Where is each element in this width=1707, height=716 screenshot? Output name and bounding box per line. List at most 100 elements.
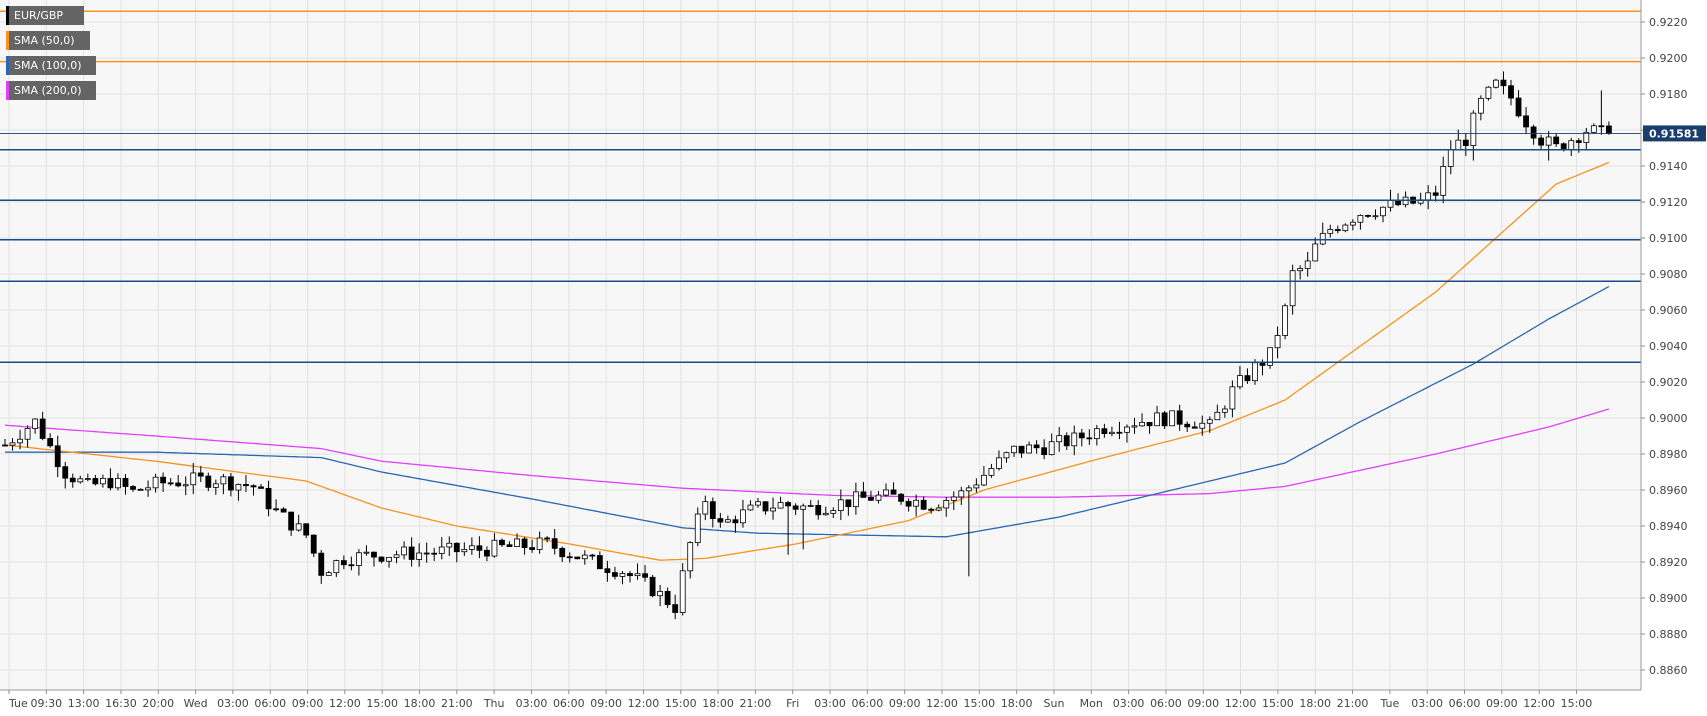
candle-body	[1176, 410, 1183, 425]
sma100-line	[5, 286, 1610, 538]
candle-body	[1334, 229, 1341, 232]
candle-body	[943, 500, 950, 509]
candle-body	[1538, 137, 1545, 146]
candle-body	[371, 551, 377, 558]
x-tick-label: 06:00	[1150, 697, 1182, 710]
candle-body	[845, 499, 852, 508]
candle-body	[1169, 410, 1176, 427]
candle-body	[1093, 428, 1100, 440]
price-label-bg	[1643, 125, 1706, 142]
candle-body	[1387, 199, 1394, 208]
candle-body	[1477, 97, 1484, 114]
candle-body	[1101, 428, 1108, 435]
candle-body	[1365, 214, 1371, 217]
candle-body	[777, 502, 784, 509]
x-tick-label: 06:00	[1449, 697, 1481, 710]
candle-body	[145, 487, 151, 491]
candle-body	[1440, 166, 1447, 196]
legend-sma100[interactable]: SMA (100,0)	[6, 56, 96, 75]
x-tick-label: Mon	[1080, 697, 1103, 710]
candle-body	[747, 504, 754, 511]
x-tick-label: 12:00	[926, 697, 958, 710]
candle-body	[536, 537, 543, 550]
candle-body	[258, 486, 264, 489]
candle-body	[920, 499, 927, 510]
candle-body	[800, 505, 807, 510]
candle-body	[197, 472, 204, 477]
candle-body	[273, 508, 279, 511]
candle-body	[1252, 362, 1258, 382]
candle-body	[401, 546, 407, 556]
candle-body	[416, 552, 423, 560]
candle-body	[1011, 445, 1017, 454]
candle-body	[340, 560, 347, 566]
x-tick-label: 15:00	[1561, 697, 1593, 710]
legend-label-sma200: SMA (200,0)	[14, 84, 82, 97]
candle-body	[1568, 140, 1575, 150]
x-tick-label: Thu	[483, 697, 505, 710]
candle-body	[107, 477, 114, 489]
candle-body	[47, 438, 54, 447]
x-tick-label: 12:00	[1225, 697, 1257, 710]
candle-body	[1078, 432, 1085, 439]
candle-body	[883, 489, 889, 496]
candle-body	[1508, 85, 1514, 99]
candle-body	[1583, 131, 1590, 143]
candle-body	[1380, 206, 1386, 217]
candle-body	[890, 489, 897, 495]
legend-label-eurgbp: EUR/GBP	[14, 9, 64, 22]
y-tick-label: 0.9120	[1649, 196, 1688, 209]
candle-body	[77, 478, 84, 483]
y-tick-label: 0.9140	[1649, 160, 1688, 173]
candle-body	[709, 501, 716, 519]
candle-body	[521, 538, 528, 548]
candle-body	[1605, 125, 1612, 135]
x-tick-label: Wed	[184, 697, 208, 710]
candle-body	[566, 556, 573, 559]
candle-body	[514, 538, 520, 547]
candle-body	[24, 428, 31, 440]
candle-body	[1267, 347, 1273, 366]
candle-body	[1590, 125, 1597, 133]
price-label-text: 0.91581	[1649, 127, 1699, 140]
legend-eurgbp[interactable]: EUR/GBP	[6, 6, 84, 25]
candle-body	[913, 499, 920, 507]
candle-body	[1349, 221, 1356, 226]
candle-body	[965, 487, 972, 492]
candle-body	[265, 487, 272, 510]
candle-body	[1259, 362, 1266, 366]
candle-body	[830, 510, 837, 514]
candle-body	[69, 477, 76, 483]
candle-body	[1319, 232, 1326, 245]
x-tick-label: 03:00	[1113, 697, 1145, 710]
candle-body	[386, 556, 392, 562]
y-tick-label: 0.9200	[1649, 52, 1688, 65]
candle-body	[190, 472, 197, 486]
candle-body	[130, 486, 136, 490]
sma-lines	[4, 161, 1610, 561]
x-tick-label: 13:00	[68, 697, 100, 710]
candle-body	[32, 418, 39, 429]
x-tick-label: 03:00	[217, 697, 249, 710]
candle-body	[905, 500, 912, 507]
y-tick-label: 0.8900	[1649, 592, 1688, 605]
candle-body	[544, 537, 551, 540]
candle-body	[152, 476, 159, 489]
legend-sma50[interactable]: SMA (50,0)	[6, 31, 90, 50]
candle-body	[17, 438, 23, 444]
candle-body	[1342, 224, 1349, 232]
legend-sma200[interactable]: SMA (200,0)	[6, 81, 96, 100]
candle-body	[694, 513, 701, 544]
candle-body	[1063, 435, 1070, 447]
candle-body	[1048, 441, 1055, 456]
candle-body	[356, 552, 362, 566]
x-tick-label: 03:00	[1411, 697, 1443, 710]
candle-body	[1523, 115, 1529, 128]
y-tick-label: 0.9000	[1649, 412, 1688, 425]
candle-body	[935, 507, 942, 511]
candle-body	[815, 504, 822, 516]
candle-body	[205, 475, 212, 488]
sma200-line	[4, 408, 1610, 498]
candle-body	[852, 491, 859, 508]
